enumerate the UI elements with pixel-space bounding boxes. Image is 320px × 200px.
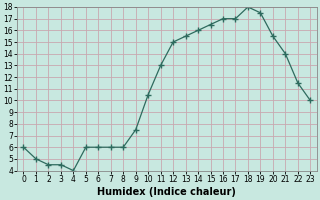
X-axis label: Humidex (Indice chaleur): Humidex (Indice chaleur) xyxy=(98,187,236,197)
